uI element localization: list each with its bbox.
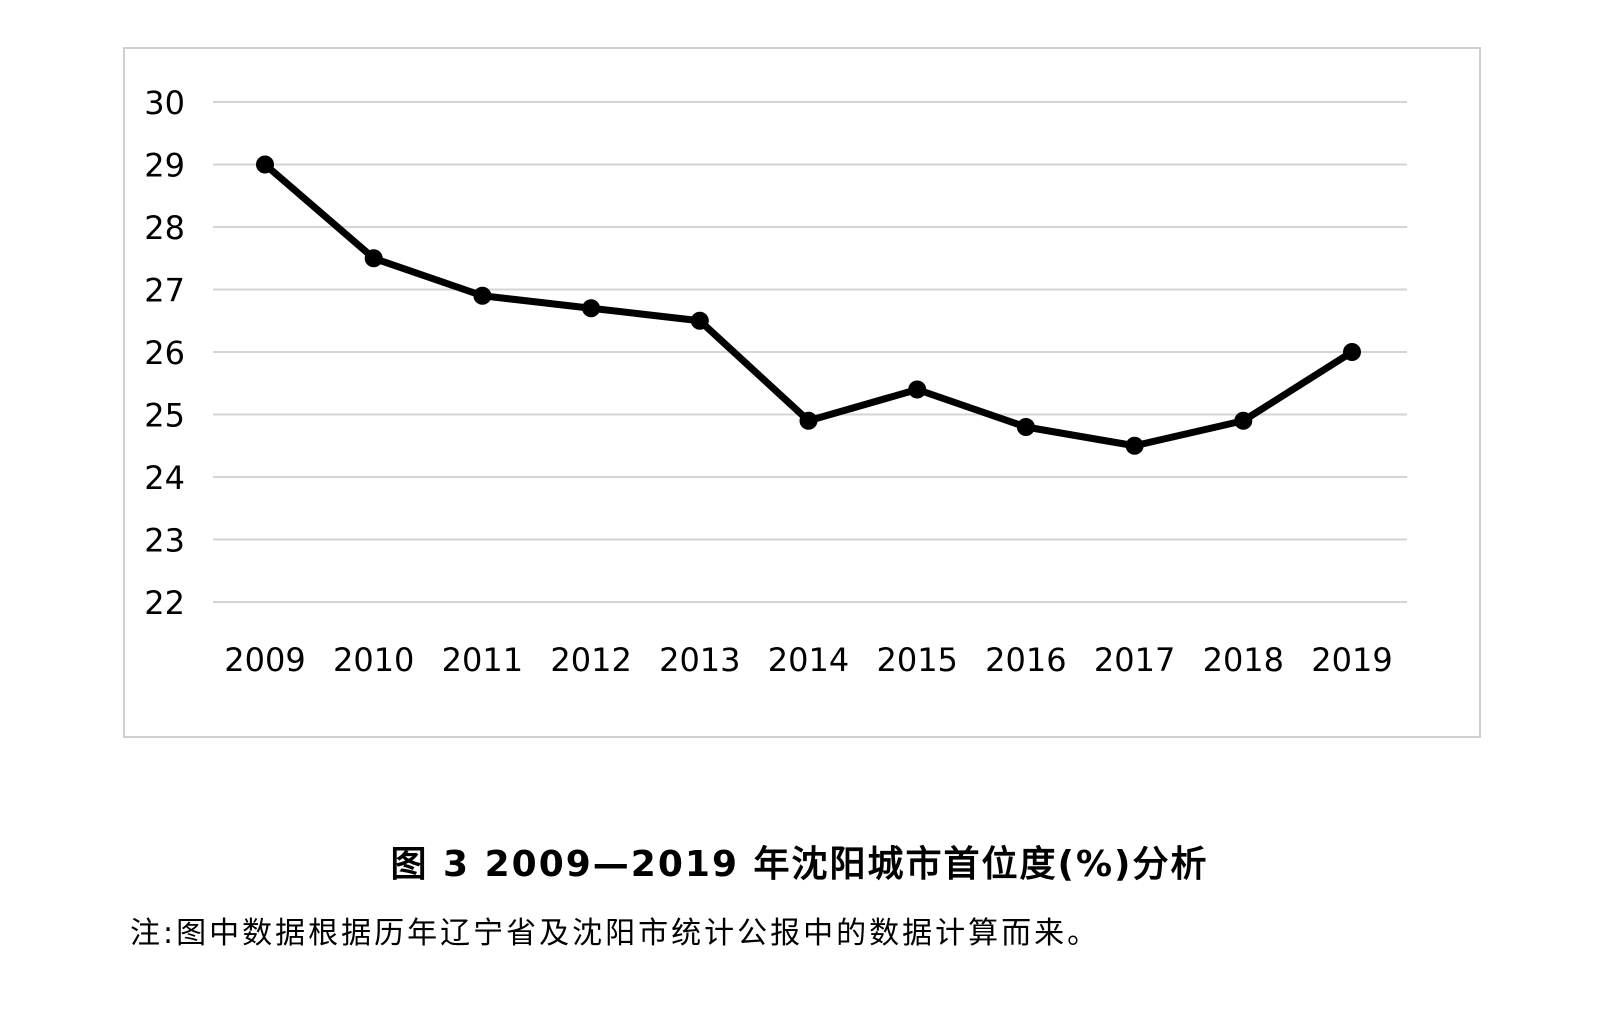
data-point bbox=[799, 411, 818, 430]
y-tick-label: 23 bbox=[144, 522, 185, 560]
chart-frame: 22 23 24 25 26 27 28 29 30 2009 2010 2011 2012 2013 2… bbox=[123, 47, 1481, 738]
data-point bbox=[1234, 411, 1253, 430]
data-point bbox=[473, 286, 492, 305]
x-axis-ticks: 2009 2010 2011 2012 2013 2014 2015 2016 2017 2018… bbox=[224, 641, 1392, 679]
data-point bbox=[364, 249, 383, 268]
y-tick-label: 29 bbox=[144, 147, 185, 185]
grid-lines bbox=[213, 101, 1407, 603]
y-axis-ticks: 22 23 24 25 26 27 28 29 30 bbox=[144, 84, 185, 622]
x-tick-label: 2016 bbox=[985, 641, 1066, 679]
data-point bbox=[908, 380, 927, 399]
data-point bbox=[1125, 436, 1144, 455]
x-tick-label: 2017 bbox=[1094, 641, 1175, 679]
y-tick-label: 24 bbox=[144, 459, 185, 497]
y-tick-label: 30 bbox=[144, 84, 185, 122]
x-tick-label: 2010 bbox=[333, 641, 414, 679]
y-tick-label: 28 bbox=[144, 209, 185, 247]
x-tick-label: 2018 bbox=[1203, 641, 1284, 679]
data-point bbox=[1343, 343, 1361, 361]
series-line-layer bbox=[261, 161, 1356, 450]
x-tick-label: 2009 bbox=[224, 641, 305, 679]
y-tick-label: 26 bbox=[144, 334, 185, 372]
x-tick-label: 2015 bbox=[876, 641, 957, 679]
series-line bbox=[261, 161, 1356, 450]
x-tick-label: 2011 bbox=[442, 641, 523, 679]
y-tick-label: 22 bbox=[144, 584, 185, 622]
figure-note: 注:图中数据根据历年辽宁省及沈阳市统计公报中的数据计算而来。 bbox=[130, 916, 1101, 951]
data-point bbox=[256, 155, 274, 174]
data-points bbox=[256, 155, 1361, 455]
y-tick-label: 27 bbox=[144, 272, 185, 310]
data-point bbox=[690, 311, 709, 330]
y-tick-label: 25 bbox=[144, 397, 185, 435]
data-point bbox=[1016, 418, 1035, 436]
x-tick-label: 2014 bbox=[768, 641, 849, 679]
x-tick-label: 2019 bbox=[1311, 641, 1392, 679]
figure-caption: 图 3 2009—2019 年沈阳城市首位度(%)分析 bbox=[390, 844, 1209, 885]
x-tick-label: 2012 bbox=[550, 641, 631, 679]
data-point bbox=[582, 299, 601, 318]
x-tick-label: 2013 bbox=[659, 641, 740, 679]
